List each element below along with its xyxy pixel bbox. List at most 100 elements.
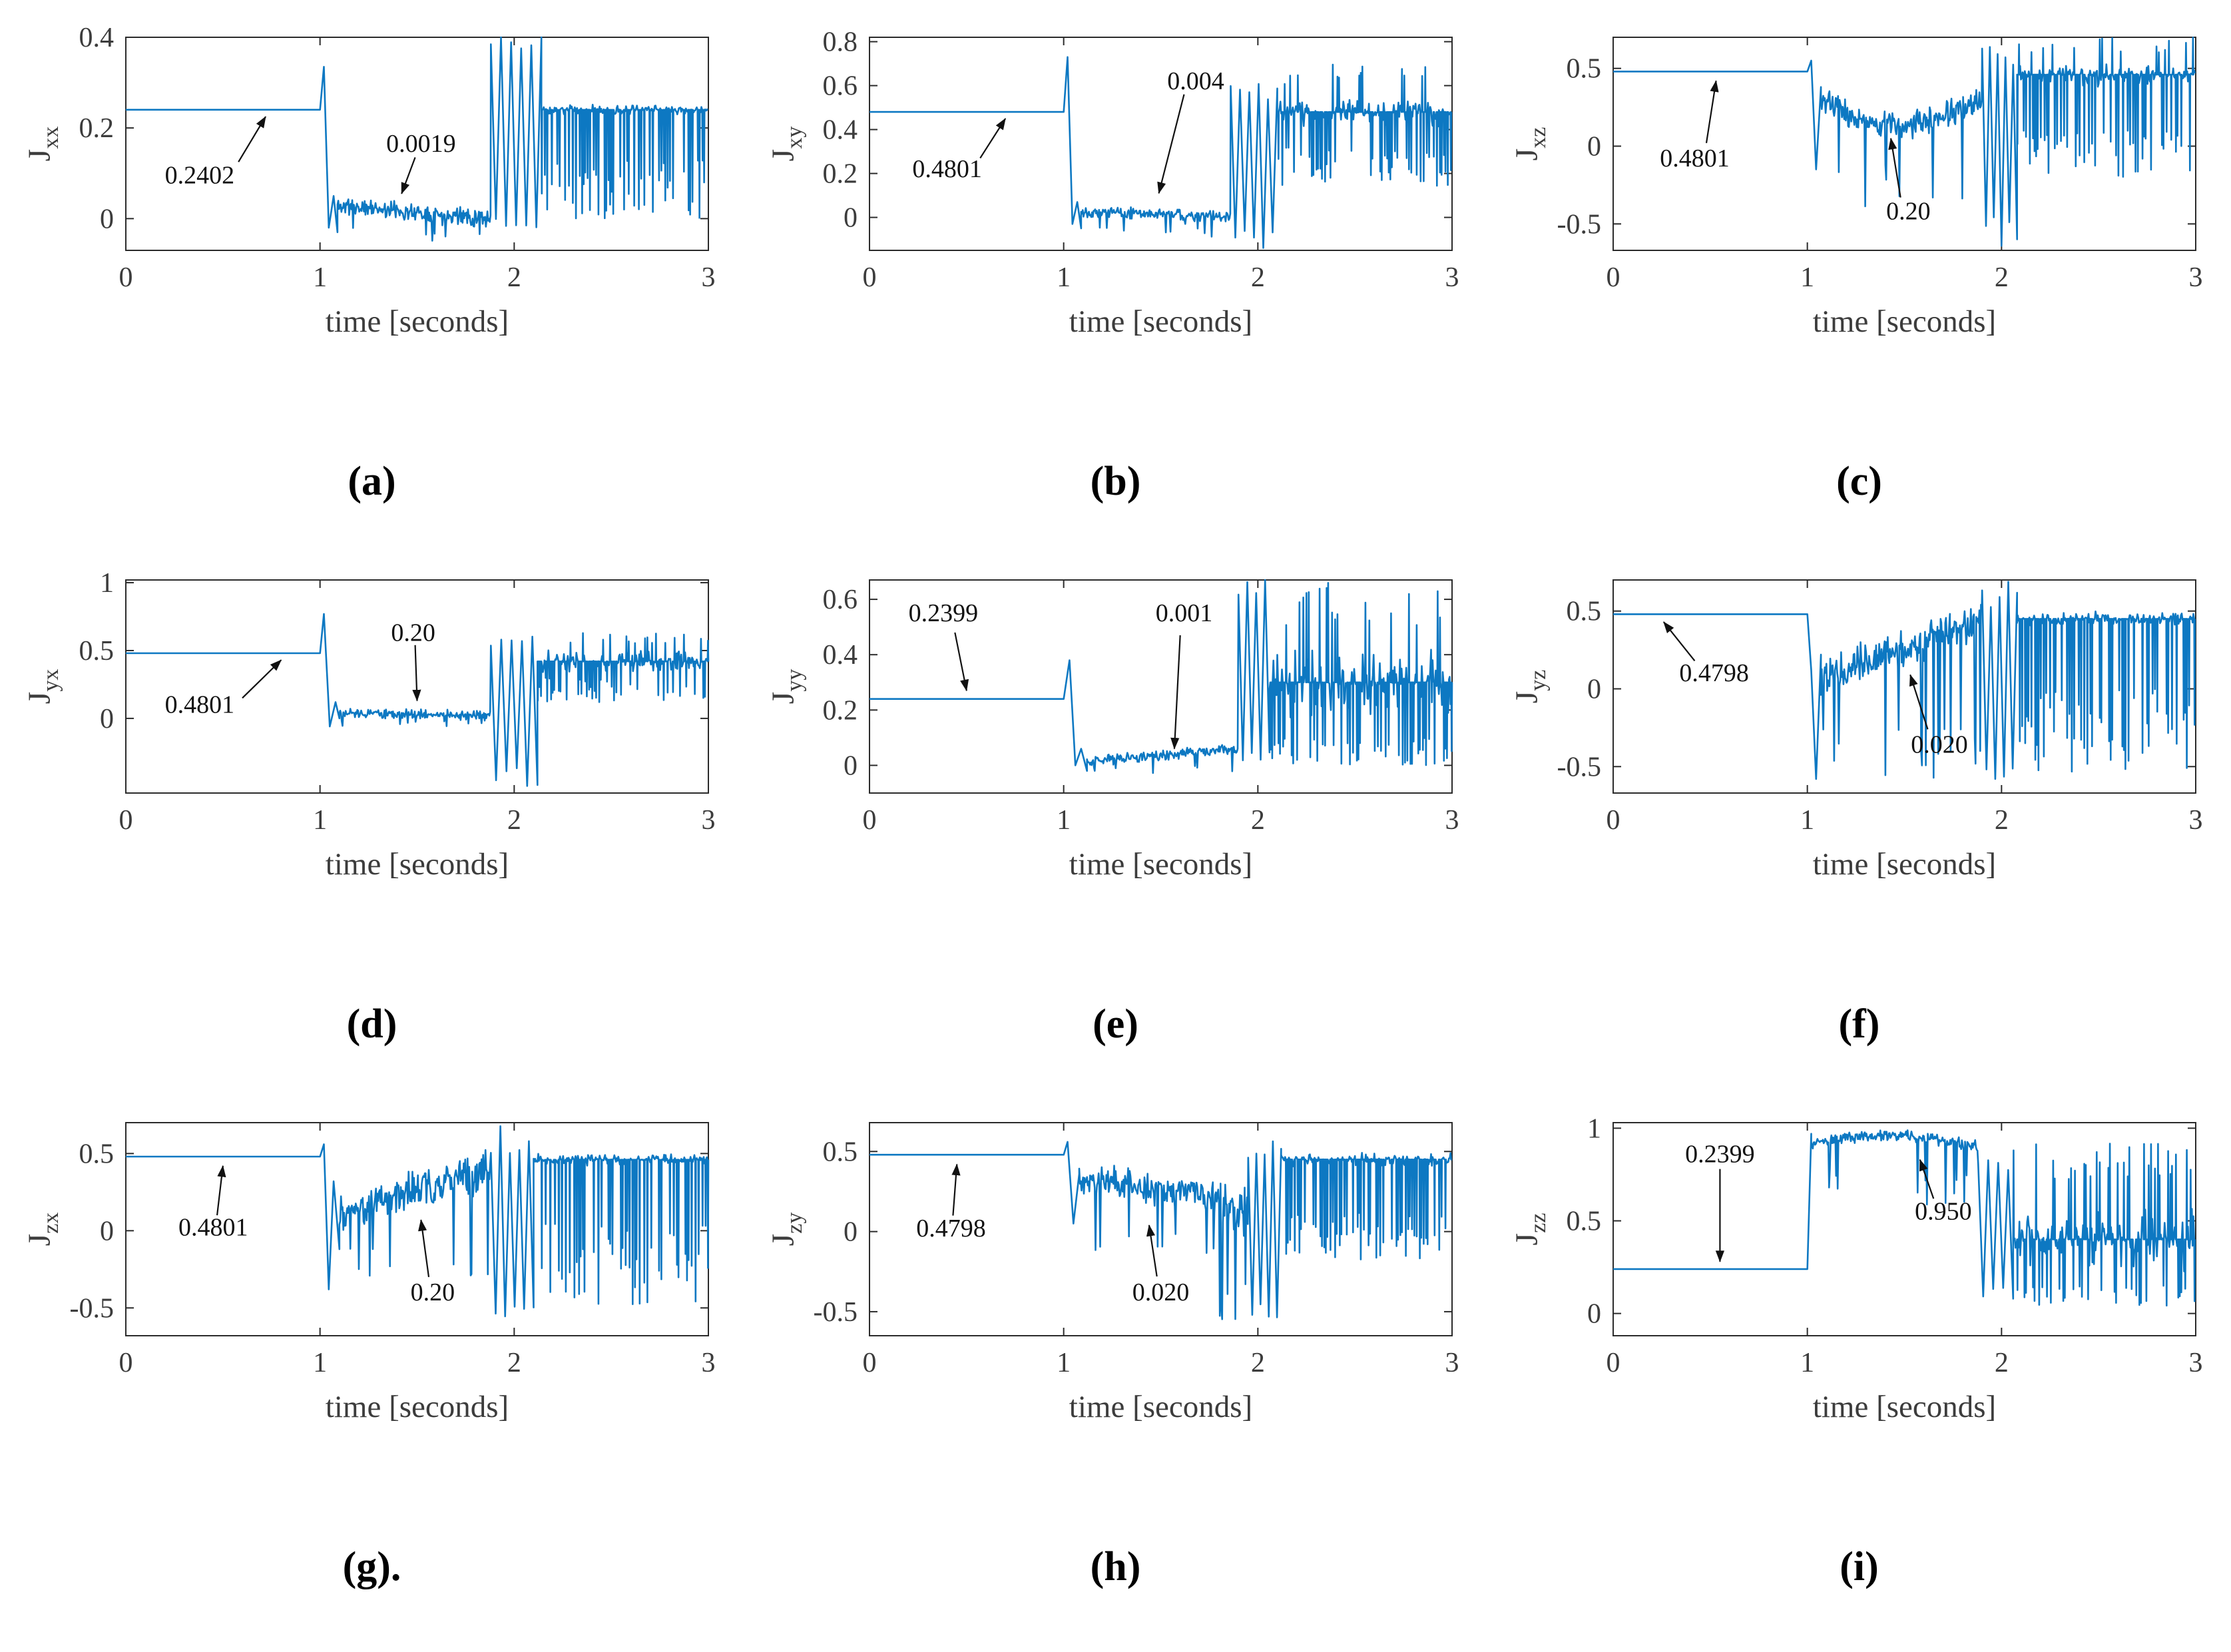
- svg-text:Jzz: Jzz: [1509, 1213, 1551, 1246]
- svg-text:-0.5: -0.5: [1557, 209, 1601, 240]
- svg-text:1: 1: [1800, 1348, 1814, 1378]
- svg-text:0.5: 0.5: [79, 636, 114, 667]
- svg-text:0: 0: [1606, 262, 1620, 293]
- svg-text:0: 0: [862, 1348, 876, 1378]
- subplot-jzx: 0 1 2 3 -0.5 0 0.5 time [seconds] Jzx 0.4801 0.20 …: [0, 1109, 744, 1652]
- svg-text:Jyx: Jyx: [22, 669, 63, 704]
- svg-text:1: 1: [1057, 1348, 1071, 1378]
- svg-text:0.20: 0.20: [410, 1278, 455, 1306]
- svg-text:0.950: 0.950: [1915, 1198, 1972, 1226]
- svg-text:time [seconds]: time [seconds]: [1069, 847, 1252, 882]
- svg-text:0.6: 0.6: [822, 71, 858, 102]
- svg-text:1: 1: [1800, 805, 1814, 836]
- svg-text:3: 3: [701, 262, 715, 293]
- svg-text:time [seconds]: time [seconds]: [325, 1390, 508, 1424]
- svg-text:0.5: 0.5: [822, 1137, 858, 1167]
- svg-text:0: 0: [119, 1348, 132, 1378]
- svg-text:0: 0: [1606, 805, 1620, 836]
- svg-text:0: 0: [100, 704, 114, 734]
- svg-text:-0.5: -0.5: [813, 1297, 858, 1328]
- panel-label-f: (f): [1838, 1001, 1880, 1047]
- svg-text:Jyz: Jyz: [1509, 670, 1551, 704]
- svg-text:1: 1: [313, 805, 327, 836]
- svg-text:3: 3: [2188, 805, 2202, 836]
- svg-text:Jxz: Jxz: [1509, 127, 1551, 161]
- svg-text:time [seconds]: time [seconds]: [325, 304, 508, 339]
- svg-text:0: 0: [119, 262, 132, 293]
- svg-text:time [seconds]: time [seconds]: [1812, 304, 1995, 339]
- svg-text:0: 0: [844, 203, 858, 234]
- svg-text:0: 0: [862, 262, 876, 293]
- svg-text:0: 0: [1606, 1348, 1620, 1378]
- svg-text:0.4801: 0.4801: [178, 1214, 248, 1242]
- svg-text:0.4801: 0.4801: [1660, 144, 1730, 172]
- svg-text:0.020: 0.020: [1911, 731, 1968, 759]
- svg-text:0.4: 0.4: [822, 640, 858, 671]
- svg-text:0.020: 0.020: [1132, 1278, 1189, 1306]
- svg-text:3: 3: [1445, 1348, 1459, 1378]
- panel-label-h: (h): [1090, 1544, 1141, 1589]
- svg-text:3: 3: [2188, 1348, 2202, 1378]
- svg-text:0.5: 0.5: [1566, 597, 1601, 627]
- svg-text:0.4798: 0.4798: [916, 1215, 986, 1242]
- svg-text:-0.5: -0.5: [1557, 752, 1601, 782]
- svg-text:0.20: 0.20: [1886, 198, 1931, 226]
- svg-text:0: 0: [100, 1216, 114, 1246]
- svg-text:0.2: 0.2: [822, 159, 858, 190]
- svg-text:0: 0: [844, 750, 858, 781]
- subplot-jyx: 0 1 2 3 0 0.5 1 time [seconds] Jyx 0.4801 0.20 (d): [0, 567, 744, 1109]
- panel-label-g: (g).: [342, 1544, 401, 1589]
- svg-text:2: 2: [1250, 262, 1264, 293]
- svg-text:1: 1: [313, 262, 327, 293]
- plot-canvas-jyy: 0 1 2 3 0 0.2 0.4 0.6 time [seconds] Jyy 0.2399 0.0…: [766, 579, 1459, 882]
- svg-text:0.20: 0.20: [391, 619, 435, 647]
- svg-text:time [seconds]: time [seconds]: [1812, 1390, 1995, 1424]
- panel-label-b: (b): [1090, 459, 1141, 504]
- svg-text:0.004: 0.004: [1167, 67, 1224, 95]
- subplot-jxz: 0 1 2 3 -0.5 0 0.5 time [seconds] Jxz 0.4801 0.20 …: [1487, 24, 2231, 567]
- svg-text:2: 2: [507, 1348, 521, 1378]
- subplot-jxx: 0 1 2 3 0 0.2 0.4 time [seconds] Jxx 0.2402 0.0019…: [0, 24, 744, 567]
- svg-text:0.4: 0.4: [79, 24, 114, 53]
- svg-text:1: 1: [1057, 805, 1071, 836]
- svg-text:0: 0: [844, 1217, 858, 1248]
- svg-text:2: 2: [507, 262, 521, 293]
- svg-text:Jzx: Jzx: [22, 1213, 63, 1246]
- svg-text:1: 1: [1587, 1113, 1601, 1144]
- subplot-jzy: 0 1 2 3 -0.5 0 0.5 time [seconds] Jzy 0.4798 0.020…: [744, 1109, 1487, 1652]
- subplot-jyy: 0 1 2 3 0 0.2 0.4 0.6 time [seconds] Jyy 0.2399 0.0…: [744, 567, 1487, 1109]
- svg-text:0.4801: 0.4801: [912, 155, 982, 183]
- svg-text:2: 2: [1994, 262, 2008, 293]
- svg-text:0.4: 0.4: [822, 115, 858, 146]
- subplot-jyz: 0 1 2 3 -0.5 0 0.5 time [seconds] Jyz 0.4798 0.020…: [1487, 567, 2231, 1109]
- svg-text:time [seconds]: time [seconds]: [1069, 1390, 1252, 1424]
- svg-text:0.5: 0.5: [79, 1139, 114, 1169]
- svg-text:0.4798: 0.4798: [1679, 659, 1749, 687]
- subplot-jxy: 0 1 2 3 0 0.2 0.4 0.6 0.8 time [seconds] Jxy 0.4801…: [744, 24, 1487, 567]
- svg-text:2: 2: [507, 805, 521, 836]
- svg-text:0: 0: [1587, 675, 1601, 705]
- svg-text:Jxy: Jxy: [766, 127, 807, 162]
- svg-text:time [seconds]: time [seconds]: [325, 847, 508, 882]
- svg-text:3: 3: [1445, 805, 1459, 836]
- svg-text:time [seconds]: time [seconds]: [1069, 304, 1252, 339]
- svg-text:0.5: 0.5: [1566, 1206, 1601, 1237]
- svg-text:2: 2: [1250, 1348, 1264, 1378]
- svg-text:0.4801: 0.4801: [164, 691, 234, 719]
- svg-text:1: 1: [1057, 262, 1071, 293]
- svg-text:Jxx: Jxx: [22, 127, 63, 162]
- subplot-jzz: 0 1 2 3 0 0.5 1 time [seconds] Jzz 0.2399 0.950 (i…: [1487, 1109, 2231, 1652]
- svg-text:0.2: 0.2: [822, 695, 858, 726]
- panel-label-d: (d): [346, 1001, 397, 1047]
- svg-text:0: 0: [862, 805, 876, 836]
- panel-label-e: (e): [1093, 1001, 1138, 1047]
- svg-text:3: 3: [1445, 262, 1459, 293]
- svg-text:0: 0: [1587, 132, 1601, 162]
- svg-text:1: 1: [313, 1348, 327, 1378]
- svg-text:0.2: 0.2: [79, 113, 114, 144]
- svg-text:time [seconds]: time [seconds]: [1812, 847, 1995, 882]
- svg-text:0.001: 0.001: [1155, 599, 1212, 627]
